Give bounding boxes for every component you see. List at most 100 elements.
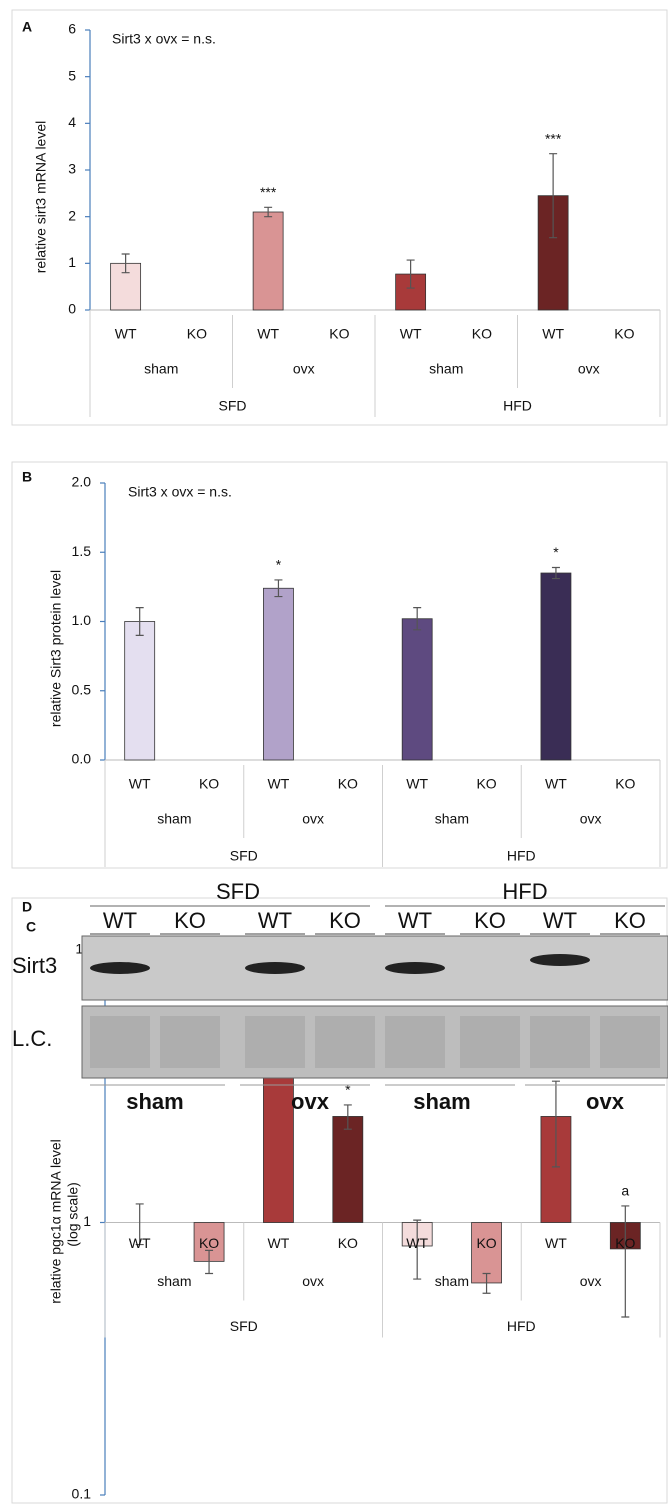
- x-tick-label: WT: [129, 776, 151, 792]
- x-tick-label: WT: [406, 1235, 428, 1251]
- x-tick-label: KO: [476, 1235, 496, 1251]
- x-tick-label: WT: [115, 326, 137, 342]
- lane-label: WT: [543, 908, 577, 933]
- loading-band: [530, 1016, 590, 1068]
- y-tick-label: 1.0: [72, 612, 92, 628]
- x-tick-label: KO: [199, 1235, 219, 1251]
- y-tick-label: 0.5: [72, 681, 92, 697]
- diet-label: SFD: [230, 1318, 258, 1334]
- y-tick-label: 0.1: [72, 1486, 92, 1502]
- x-tick-label: KO: [472, 326, 492, 342]
- significance-label: a: [621, 1183, 629, 1199]
- x-tick-label: KO: [329, 326, 349, 342]
- y-axis-title: relative pgc1α mRNA level: [48, 1139, 64, 1304]
- group-label: sham: [126, 1089, 183, 1114]
- loading-band: [315, 1016, 375, 1068]
- group-label: ovx: [580, 811, 602, 827]
- y-tick-label: 1: [83, 1213, 91, 1229]
- panel-frame: [12, 10, 667, 425]
- panel-letter: C: [26, 919, 36, 935]
- x-tick-label: WT: [542, 326, 564, 342]
- diet-label: HFD: [507, 1318, 536, 1334]
- bar: [541, 573, 571, 760]
- group-label: sham: [157, 811, 191, 827]
- y-axis-title: (log scale): [65, 1182, 81, 1247]
- x-tick-label: WT: [268, 1235, 290, 1251]
- y-tick-label: 0: [68, 301, 76, 317]
- x-tick-label: WT: [406, 776, 428, 792]
- significance-label: ***: [260, 184, 277, 200]
- lane-label: KO: [174, 908, 206, 933]
- blot-sirt3: [82, 936, 668, 1000]
- x-tick-label: KO: [338, 1235, 358, 1251]
- group-label: sham: [157, 1273, 191, 1289]
- loading-band: [90, 1016, 150, 1068]
- y-tick-label: 0.0: [72, 751, 92, 767]
- x-tick-label: KO: [199, 776, 219, 792]
- diet-label: SFD: [219, 398, 247, 414]
- row-label: Sirt3: [12, 953, 57, 978]
- panel-letter: B: [22, 469, 32, 485]
- bar: [125, 622, 155, 761]
- x-tick-label: KO: [476, 776, 496, 792]
- row-label: L.C.: [12, 1026, 52, 1051]
- group-label: sham: [413, 1089, 470, 1114]
- group-label: ovx: [293, 361, 315, 377]
- group-label: sham: [429, 361, 463, 377]
- y-tick-label: 2.0: [72, 474, 92, 490]
- x-tick-label: WT: [129, 1235, 151, 1251]
- x-tick-label: KO: [338, 776, 358, 792]
- y-tick-label: 1.5: [72, 543, 92, 559]
- group-label: ovx: [580, 1273, 602, 1289]
- group-label: sham: [435, 1273, 469, 1289]
- group-label: sham: [144, 361, 178, 377]
- loading-band: [600, 1016, 660, 1068]
- x-tick-label: KO: [187, 326, 207, 342]
- figure: ASirt3 x ovx = n.s.0123456relative sirt3…: [0, 0, 668, 1504]
- x-tick-label: KO: [615, 776, 635, 792]
- group-label: ovx: [302, 811, 324, 827]
- bar: [263, 1058, 293, 1222]
- y-tick-label: 1: [68, 254, 76, 270]
- x-tick-label: WT: [257, 326, 279, 342]
- y-tick-label: 2: [68, 207, 76, 223]
- y-tick-label: 6: [68, 21, 76, 37]
- x-tick-label: WT: [545, 776, 567, 792]
- protein-band: [385, 962, 445, 974]
- y-tick-label: 4: [68, 114, 76, 130]
- annotation-note: Sirt3 x ovx = n.s.: [112, 31, 216, 47]
- protein-band: [245, 962, 305, 974]
- loading-band: [160, 1016, 220, 1068]
- group-label: ovx: [586, 1089, 625, 1114]
- x-tick-label: KO: [614, 326, 634, 342]
- annotation-note: Sirt3 x ovx = n.s.: [128, 484, 232, 500]
- bar: [263, 588, 293, 760]
- diet-label: HFD: [507, 848, 536, 864]
- loading-band: [245, 1016, 305, 1068]
- loading-band: [385, 1016, 445, 1068]
- x-tick-label: WT: [268, 776, 290, 792]
- significance-label: ***: [545, 130, 562, 146]
- group-label: ovx: [291, 1089, 330, 1114]
- x-tick-label: WT: [400, 326, 422, 342]
- significance-label: *: [276, 557, 282, 573]
- group-label: sham: [435, 811, 469, 827]
- bar: [333, 1116, 363, 1222]
- lane-label: KO: [614, 908, 646, 933]
- protein-band: [530, 954, 590, 966]
- diet-label: SFD: [216, 879, 260, 904]
- panel-letter: A: [22, 19, 32, 35]
- x-tick-label: WT: [545, 1235, 567, 1251]
- loading-band: [460, 1016, 520, 1068]
- bar: [402, 619, 432, 760]
- y-tick-label: 3: [68, 161, 76, 177]
- y-tick-label: 5: [68, 67, 76, 83]
- diet-label: SFD: [230, 848, 258, 864]
- diet-label: HFD: [503, 398, 532, 414]
- diet-label: HFD: [502, 879, 547, 904]
- protein-band: [90, 962, 150, 974]
- panel-letter: D: [22, 899, 32, 915]
- lane-label: WT: [103, 908, 137, 933]
- y-axis-title: relative Sirt3 protein level: [48, 570, 64, 727]
- significance-label: *: [345, 1082, 351, 1098]
